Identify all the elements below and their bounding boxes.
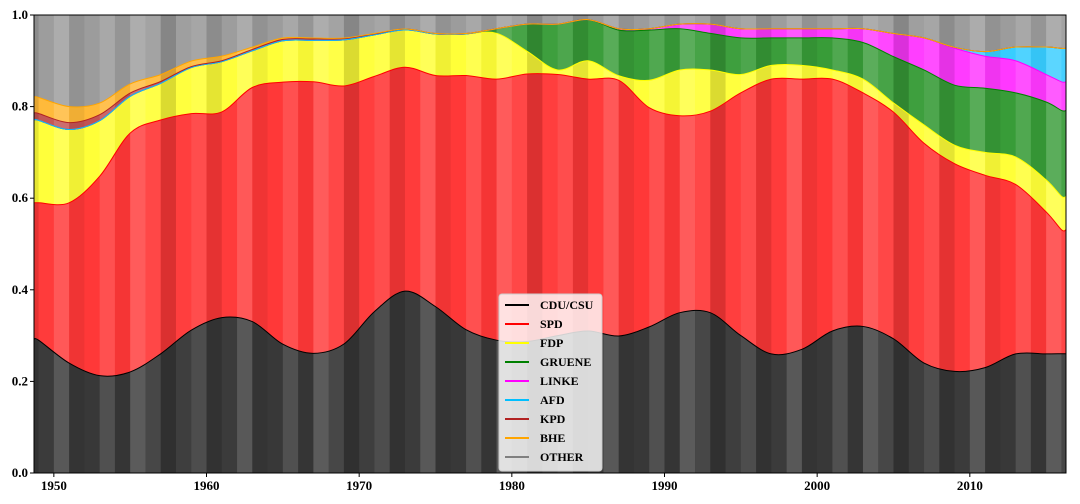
area-other: [34, 15, 1066, 107]
year-band: [374, 15, 390, 473]
legend-label-gruene: GRUENE: [540, 355, 591, 369]
legend-label-bhe: BHE: [540, 431, 565, 445]
area-fdp: [34, 29, 1066, 232]
year-band: [328, 15, 344, 473]
legend-label-kpd: KPD: [540, 412, 566, 426]
year-band: [1030, 15, 1047, 473]
x-tick-label: 1970: [346, 478, 372, 493]
year-band: [1061, 15, 1066, 473]
y-tick-label: 0.2: [12, 373, 28, 388]
year-band: [756, 15, 772, 473]
year-band: [313, 15, 329, 473]
x-tick-label: 2000: [804, 478, 830, 493]
x-tick-label: 1980: [499, 478, 525, 493]
year-band: [710, 15, 726, 473]
year-band: [893, 15, 909, 473]
y-tick-label: 0.8: [12, 99, 29, 114]
y-tick-label: 0.4: [12, 282, 29, 297]
legend-label-fdp: FDP: [540, 336, 563, 350]
year-band: [343, 15, 360, 473]
legend-label-linke: LINKE: [540, 374, 579, 388]
year-band: [969, 15, 986, 473]
legend-box: [498, 293, 603, 472]
line-bhe: [34, 19, 1066, 108]
year-band: [985, 15, 1001, 473]
plot-frame: [33, 14, 1067, 474]
year-band: [252, 15, 268, 473]
year-band: [801, 15, 818, 473]
year-band: [237, 15, 253, 473]
year-band: [955, 15, 970, 473]
y-axis: 0.0 0.2 0.4 0.6 0.8 1.0: [12, 7, 34, 480]
legend: CDU/CSU SPD FDP GRUENE LINKE AFD KPD BHE OTHER: [498, 293, 603, 472]
year-band: [191, 15, 207, 473]
y-tick-label: 0.6: [12, 190, 29, 205]
year-band: [939, 15, 955, 473]
year-band: [405, 15, 420, 473]
year-band: [924, 15, 940, 473]
year-band: [603, 15, 619, 473]
year-band: [847, 15, 863, 473]
year-band: [282, 15, 299, 473]
series-lines-group: [34, 15, 1066, 377]
x-tick-label: 2010: [957, 478, 983, 493]
year-band: [39, 15, 54, 473]
year-band: [130, 15, 146, 473]
legend-label-spd: SPD: [540, 317, 563, 331]
year-band: [420, 15, 436, 473]
line-spd: [34, 66, 1066, 232]
year-band: [726, 15, 741, 473]
year-band: [99, 15, 115, 473]
year-band: [34, 15, 39, 473]
year-band: [298, 15, 314, 473]
x-tick-label: 1990: [651, 478, 677, 493]
year-band: [145, 15, 161, 473]
year-band: [786, 15, 802, 473]
x-axis: 1950 1960 1970 1980 1990 2000 2010: [41, 473, 983, 493]
x-tick-label: 1960: [194, 478, 220, 493]
year-band: [618, 15, 634, 473]
y-tick-label: 0.0: [12, 465, 28, 480]
area-gruene: [34, 19, 1066, 198]
year-band: [222, 15, 237, 473]
year-band: [695, 15, 711, 473]
year-band: [466, 15, 482, 473]
area-spd: [34, 67, 1066, 377]
y-tick-label: 1.0: [12, 7, 28, 22]
year-band: [664, 15, 680, 473]
year-band: [909, 15, 924, 473]
x-tick-label: 1950: [41, 478, 67, 493]
year-band: [1015, 15, 1031, 473]
year-band: [114, 15, 131, 473]
year-band: [435, 15, 451, 473]
legend-label-afd: AFD: [540, 393, 565, 407]
year-band: [176, 15, 191, 473]
year-band: [206, 15, 222, 473]
year-band: [1046, 15, 1062, 473]
year-band: [359, 15, 374, 473]
year-band: [53, 15, 70, 473]
year-band: [771, 15, 786, 473]
year-band: [862, 15, 879, 473]
year-band: [832, 15, 848, 473]
year-band: [878, 15, 894, 473]
year-band: [481, 15, 497, 473]
year-band: [649, 15, 665, 473]
year-band: [389, 15, 405, 473]
year-band: [679, 15, 696, 473]
legend-label-other: OTHER: [540, 450, 584, 464]
year-band: [160, 15, 176, 473]
legend-label-cdu-csu: CDU/CSU: [540, 298, 594, 312]
year-band: [740, 15, 757, 473]
year-band: [69, 15, 85, 473]
plot-area: [34, 15, 1066, 473]
